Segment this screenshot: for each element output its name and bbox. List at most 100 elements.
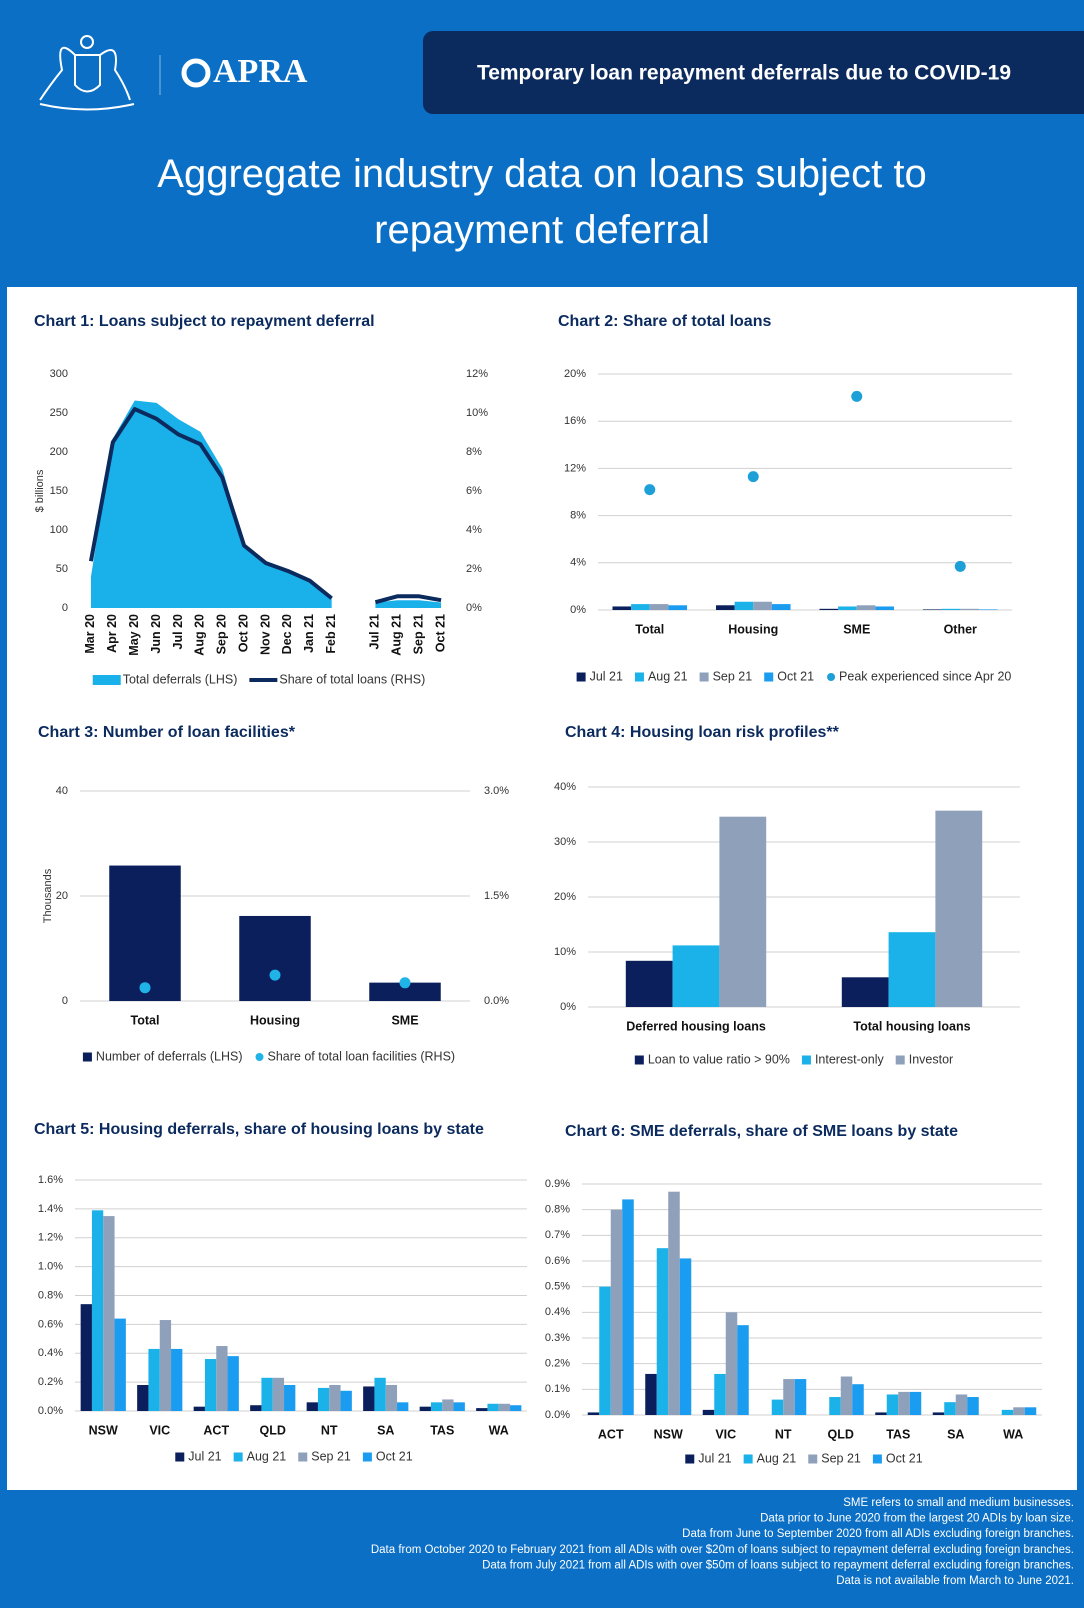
x-tick-label: Total housing loans (853, 1019, 970, 1033)
y-tick-label: 0.6% (38, 1318, 63, 1330)
bar (622, 1199, 634, 1415)
page-title: Aggregate industry data on loans subject… (157, 152, 927, 252)
bar (239, 915, 311, 1001)
bar (841, 977, 889, 1007)
bar (955, 1394, 968, 1415)
y-tick-label: 0.0% (545, 1409, 570, 1421)
banner (423, 31, 1084, 114)
x-tick-label: NSW (89, 1423, 118, 1437)
x-tick-label: QLD (828, 1427, 854, 1441)
bar (838, 606, 857, 610)
bar (148, 1348, 160, 1411)
bar (668, 1191, 680, 1415)
bar (340, 1390, 352, 1411)
y2-tick-label: 2% (466, 563, 482, 575)
bar (261, 1377, 273, 1411)
legend-label: Jul 21 (698, 1451, 731, 1465)
bar (487, 1403, 499, 1411)
y2-tick-label: 4% (466, 524, 482, 536)
legend-swatch (298, 1452, 308, 1462)
y2-tick-label: 1.5% (484, 890, 509, 902)
x-tick-label: QLD (260, 1423, 286, 1437)
y-tick-label: 0.6% (545, 1255, 570, 1267)
bar (715, 605, 735, 610)
bar (932, 1412, 945, 1415)
legend-label: Aug 21 (648, 669, 688, 683)
legend: Loan to value ratio > 90% Interest-only In… (634, 1052, 953, 1066)
bar (829, 1397, 841, 1415)
y-tick-label: 0.7% (545, 1229, 570, 1241)
x-tick-label: WA (489, 1423, 509, 1437)
legend-label: Sep 21 (311, 1449, 351, 1463)
footnote: Data from October 2020 to February 2021 … (371, 1544, 1074, 1556)
legend-swatch (82, 1052, 92, 1062)
legend-label: Number of deferrals (LHS) (96, 1049, 243, 1063)
bar (430, 1402, 443, 1411)
legend-label: Loan to value ratio > 90% (648, 1052, 790, 1066)
chart-title: Chart 4: Housing loan risk profiles** (565, 724, 840, 741)
y-tick-label: 200 (50, 446, 68, 458)
bar (679, 1258, 692, 1415)
bar (442, 1399, 454, 1411)
scatter-point (269, 969, 281, 981)
bar (610, 1209, 623, 1415)
bar (612, 606, 632, 610)
y-tick-label: 0.4% (545, 1306, 570, 1318)
legend-label: Jul 21 (590, 669, 623, 683)
x-tick-label: Mar 20 (83, 614, 97, 654)
y-tick-label: 30% (554, 836, 576, 848)
bar (898, 1391, 910, 1415)
y-tick-label: 20% (564, 368, 586, 380)
bar (137, 1385, 149, 1411)
bar (819, 608, 839, 610)
y-tick-label: 0.2% (545, 1358, 570, 1370)
bar (625, 960, 673, 1007)
legend-swatch (872, 1454, 882, 1464)
banner-text: Temporary loan repayment deferrals due t… (477, 62, 1011, 85)
bar (369, 982, 441, 1001)
x-tick-label: May 20 (127, 614, 141, 656)
bar (944, 1402, 956, 1415)
y-tick-label: 16% (564, 415, 586, 427)
logo-text: APRA (213, 53, 308, 90)
y-tick-label: 0.5% (545, 1281, 570, 1293)
bar (734, 601, 754, 610)
bar (886, 1394, 899, 1415)
bar (476, 1408, 488, 1411)
legend-label: Jul 21 (188, 1449, 221, 1463)
y-tick-label: 0.1% (545, 1383, 570, 1395)
bar (672, 945, 720, 1007)
y-tick-label: 0.3% (545, 1332, 570, 1344)
bar (888, 932, 936, 1007)
bar (719, 816, 767, 1007)
x-tick-label: Jul 20 (171, 614, 185, 649)
x-tick-label: Total (131, 1013, 160, 1027)
bar (599, 1286, 611, 1415)
y2-tick-label: 10% (466, 407, 488, 419)
legend-label: Peak experienced since Apr 20 (839, 669, 1011, 683)
x-tick-label: NT (775, 1427, 792, 1441)
legend: Jul 21 Aug 21 Sep 21 Oct 21 Peak experienced… (576, 669, 1011, 683)
x-tick-label: Oct 20 (236, 614, 250, 652)
y-tick-label: 12% (564, 462, 586, 474)
legend: Total deferrals (LHS) Share of total loan… (92, 672, 425, 686)
y2-tick-label: 12% (466, 368, 488, 380)
bar (631, 604, 650, 610)
y-tick-label: 0% (560, 1001, 576, 1013)
y-tick-label: 0.4% (38, 1347, 63, 1359)
y-tick-label: 10% (554, 946, 576, 958)
bar (272, 1377, 285, 1411)
legend-swatch (634, 1055, 644, 1065)
chart-title: Chart 6: SME deferrals, share of SME loa… (565, 1123, 958, 1140)
x-tick-label: SA (947, 1427, 964, 1441)
bar (783, 1379, 795, 1415)
bar (714, 1373, 726, 1415)
x-tick-label: WA (1003, 1427, 1023, 1441)
bar (284, 1385, 296, 1411)
bar (193, 1406, 205, 1411)
footnote: Data from July 2021 from all ADIs with o… (482, 1559, 1074, 1571)
legend-label: Share of total loan facilities (RHS) (267, 1049, 455, 1063)
bar (978, 609, 998, 610)
y-tick-label: 1.2% (38, 1232, 63, 1244)
legend-label: Aug 21 (757, 1451, 797, 1465)
